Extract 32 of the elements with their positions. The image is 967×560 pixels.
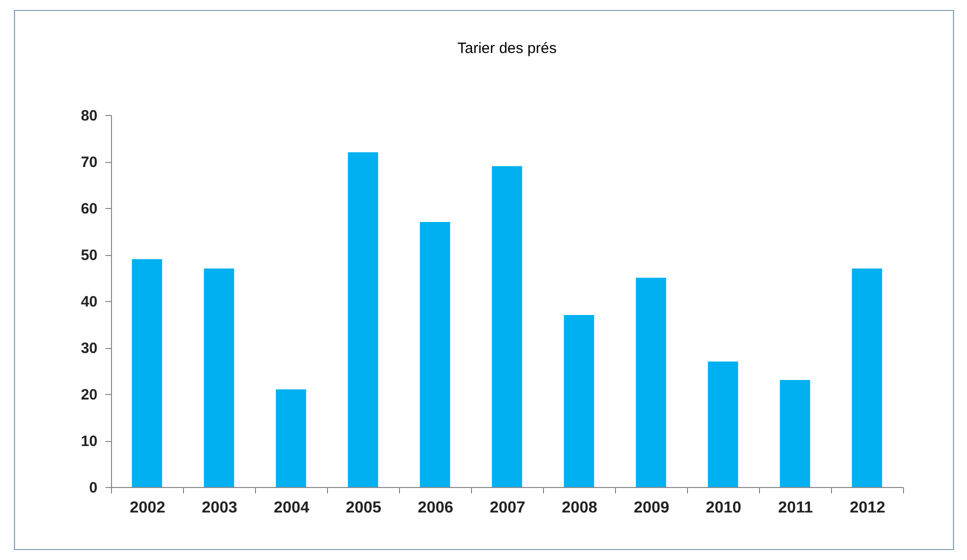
x-tick-label: 2009	[634, 500, 670, 516]
x-tick-label: 2008	[562, 500, 598, 516]
bar	[204, 268, 234, 487]
bar	[708, 361, 738, 487]
x-tick-label: 2010	[706, 500, 742, 516]
x-tick-label: 2012	[850, 500, 886, 516]
chart-title: Tarier des prés	[457, 40, 557, 57]
bar	[132, 259, 162, 487]
y-tick-label: 50	[80, 247, 98, 264]
bar	[492, 166, 522, 487]
y-tick-label: 60	[80, 200, 98, 218]
y-tick-label: 80	[80, 108, 98, 124]
bar	[852, 268, 882, 487]
y-tick-label: 70	[80, 154, 98, 171]
bar	[564, 314, 594, 487]
x-tick-label: 2002	[130, 500, 166, 516]
x-tick-label: 2006	[418, 500, 454, 516]
bar	[348, 152, 378, 487]
x-tick-label: 2011	[778, 500, 813, 516]
y-tick-label: 30	[80, 340, 98, 357]
x-tick-label: 2005	[346, 500, 382, 516]
y-tick-label: 0	[89, 480, 98, 496]
bar	[780, 380, 810, 487]
y-tick-label: 40	[80, 294, 98, 310]
bar	[420, 222, 450, 487]
bar	[276, 389, 306, 487]
x-tick-label: 2004	[274, 500, 310, 516]
y-tick-label: 20	[80, 386, 98, 404]
x-tick-label: 2007	[490, 500, 526, 516]
bar	[636, 278, 666, 487]
y-tick-label: 10	[80, 433, 98, 450]
x-tick-label: 2003	[202, 500, 238, 516]
